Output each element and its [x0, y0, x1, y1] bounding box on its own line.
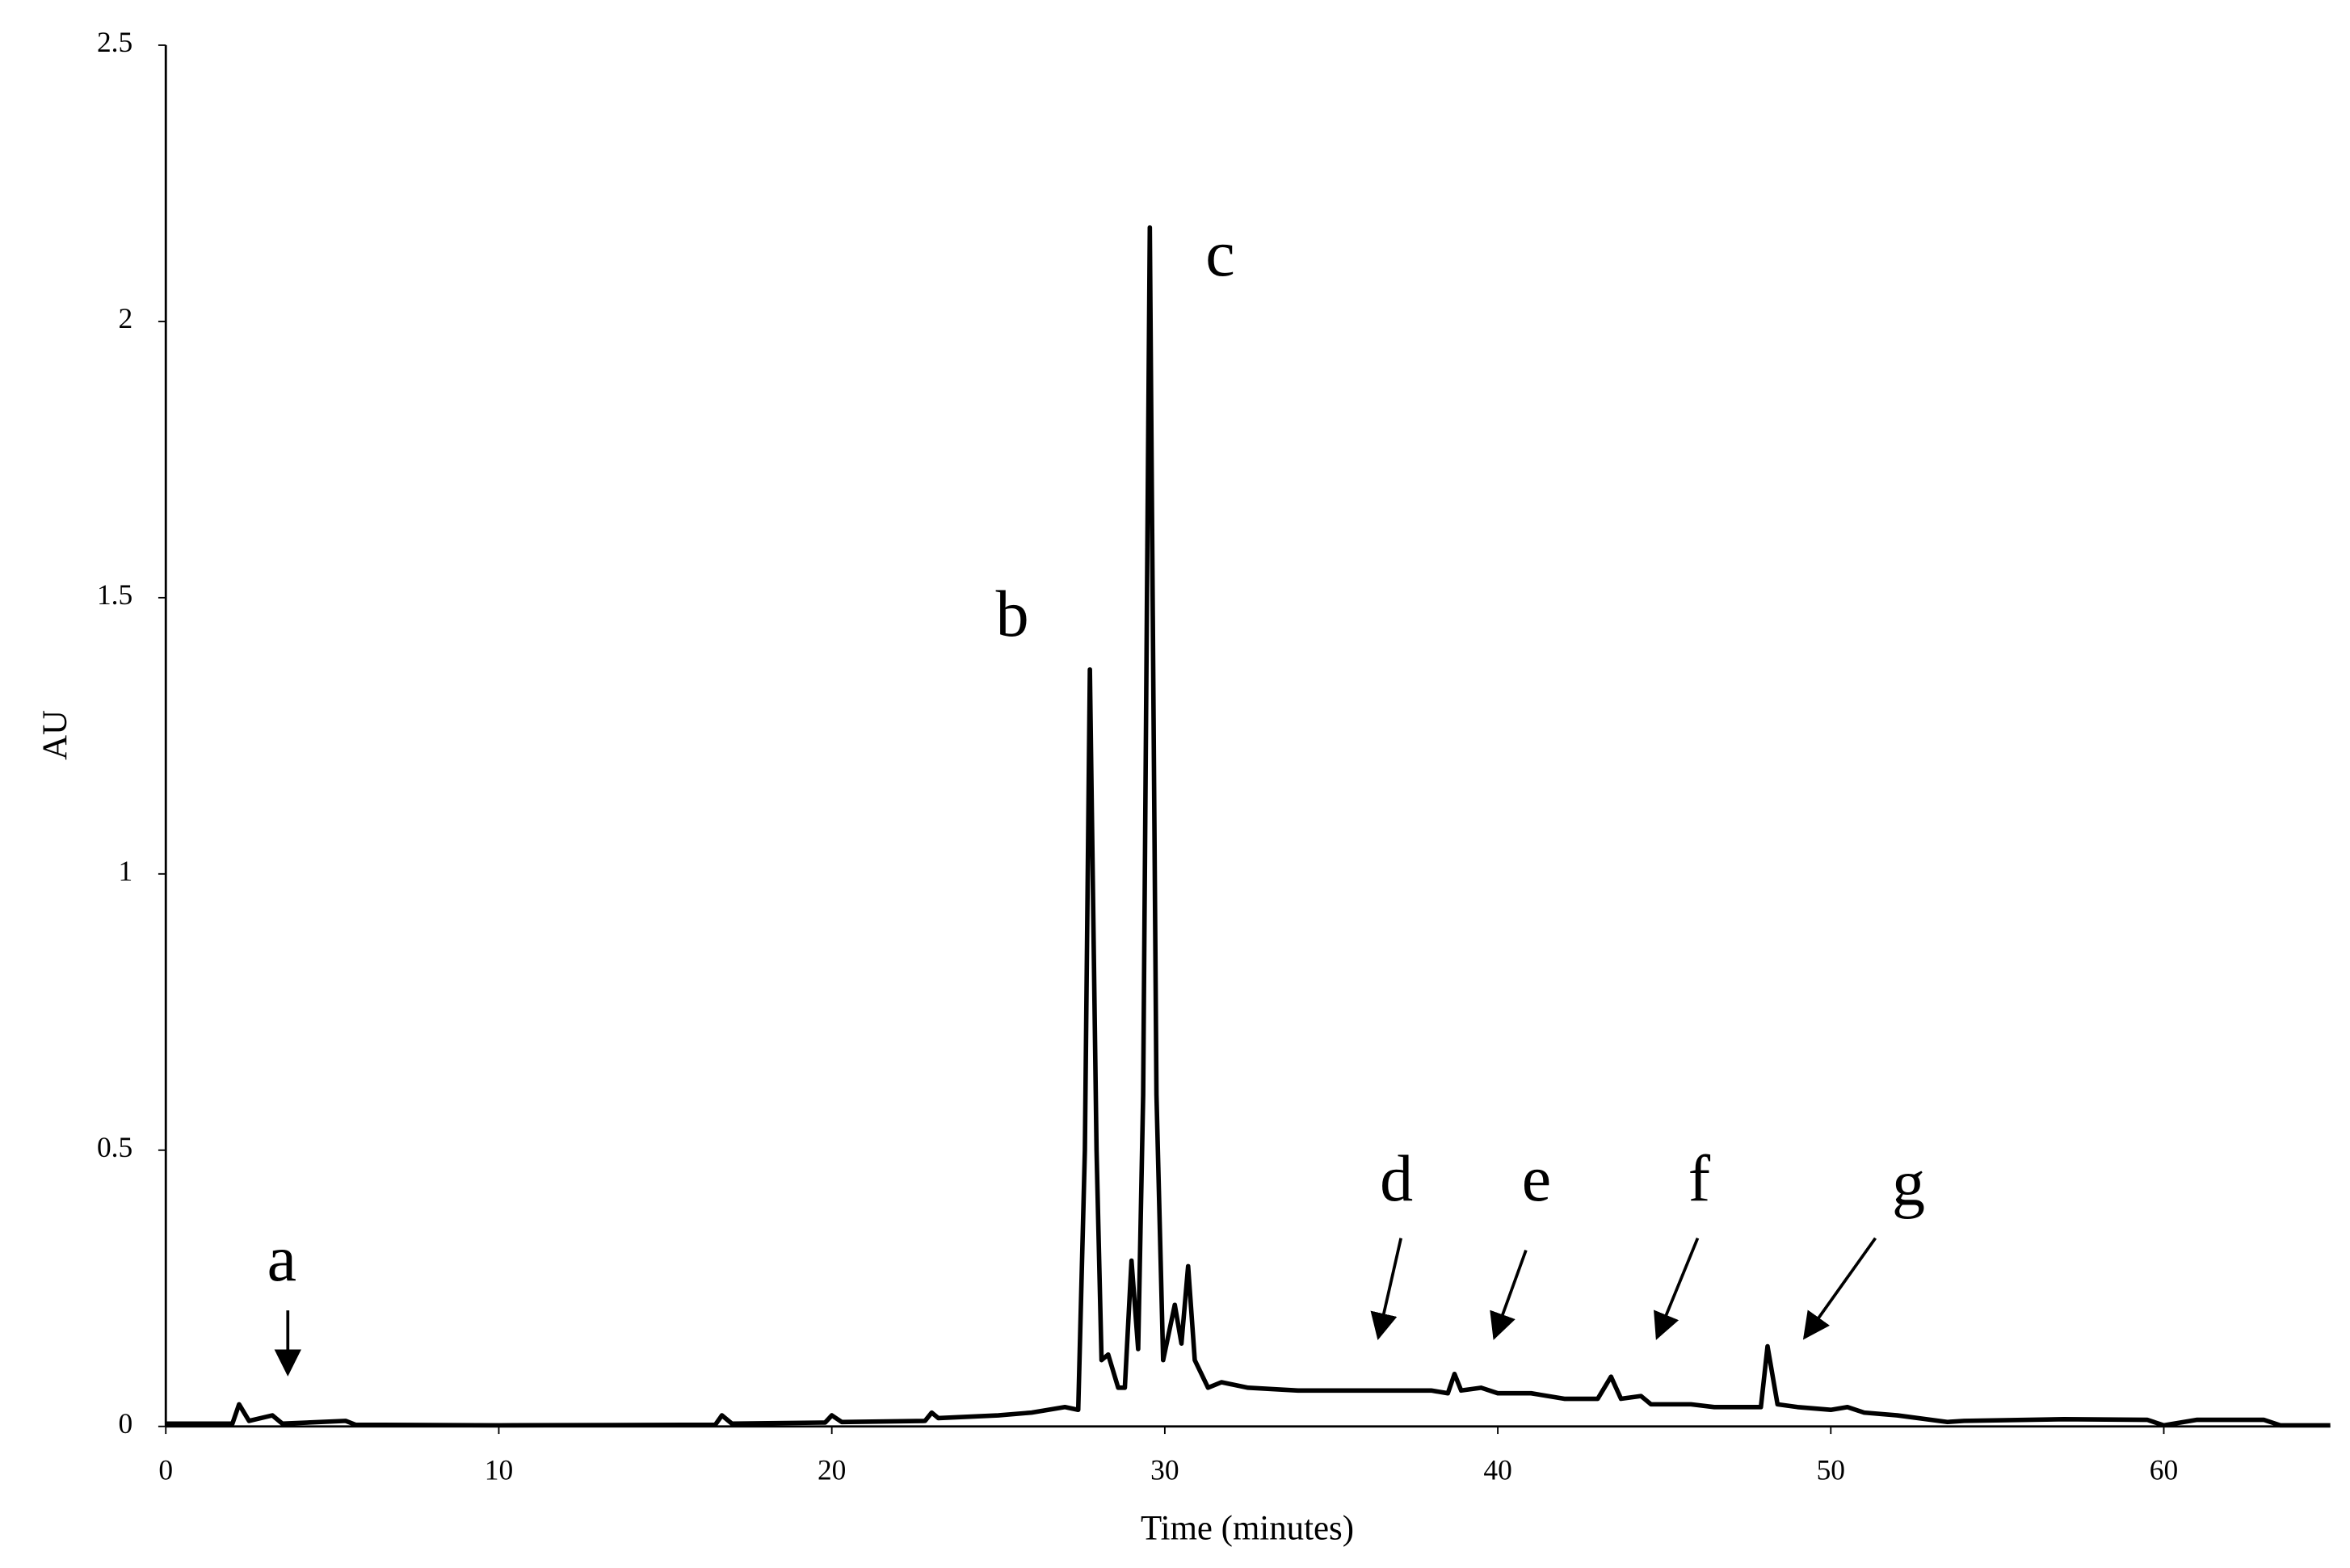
peak-arrow	[1490, 1249, 1528, 1340]
x-tick-label: 10	[485, 1454, 513, 1486]
x-axis-title: Time (minutes)	[1141, 1510, 1354, 1548]
y-tick-label: 2	[119, 302, 133, 334]
y-tick-label: 1	[119, 855, 133, 887]
peak-arrow	[1370, 1238, 1403, 1340]
peak-label: f	[1688, 1141, 1711, 1215]
peak-label: g	[1892, 1146, 1925, 1220]
y-tick-label: 0.5	[97, 1131, 132, 1163]
x-tick-label: 20	[818, 1454, 846, 1486]
peak-arrow	[1654, 1237, 1700, 1340]
x-tick-label: 50	[1817, 1454, 1845, 1486]
peak-label: a	[267, 1221, 296, 1295]
peak-label: e	[1522, 1141, 1551, 1215]
peak-label: b	[996, 577, 1029, 650]
y-tick-label: 1.5	[97, 578, 132, 611]
x-tick-label: 0	[158, 1454, 173, 1486]
x-tick-label: 60	[2150, 1454, 2178, 1486]
y-axis-title: AU	[36, 710, 74, 760]
peak-arrow	[1802, 1237, 1877, 1340]
y-tick-label: 0	[119, 1407, 133, 1440]
x-tick-label: 30	[1150, 1454, 1179, 1486]
x-tick-label: 40	[1483, 1454, 1511, 1486]
peak-label: c	[1205, 216, 1234, 290]
y-tick-label: 2.5	[97, 26, 132, 58]
peak-label: d	[1380, 1141, 1413, 1215]
line-series	[166, 225, 2331, 1428]
